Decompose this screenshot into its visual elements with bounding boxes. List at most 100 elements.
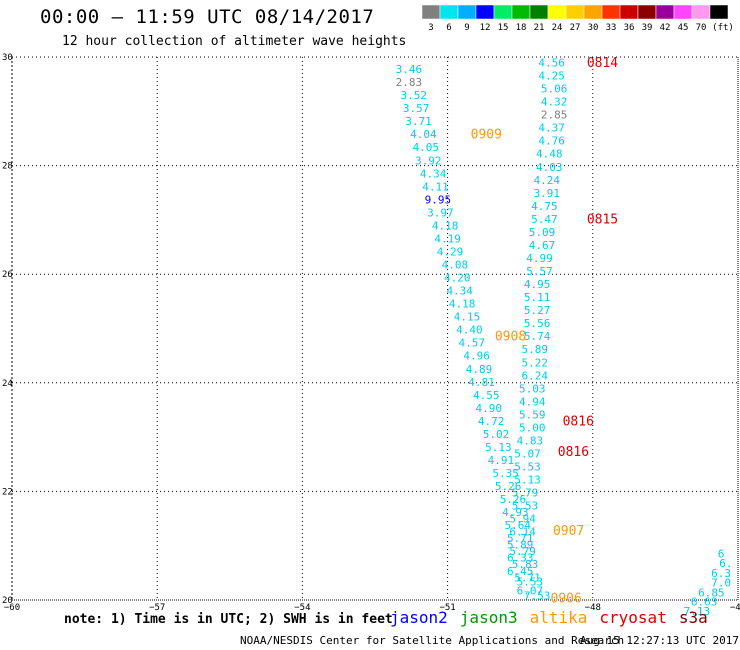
wave-height-label: 4.90 (475, 402, 502, 415)
pass-date-label: 0816 (563, 414, 594, 429)
x-tick-label: −57 (149, 603, 165, 613)
footer-note: note: 1) Time is in UTC; 2) SWH is in fe… (64, 612, 393, 627)
wave-height-label: 4.04 (410, 128, 437, 141)
wave-height-label: 5.22 (521, 356, 548, 369)
pass-date-label: 0816 (558, 445, 589, 460)
legend-altika: altika (529, 608, 588, 627)
y-tick-label: 20 (2, 596, 13, 606)
footer-timestamp: Aug 15 12:27:13 UTC 2017 (580, 634, 739, 647)
colorbar-swatch (709, 4, 729, 20)
wave-height-label: 6.3 (711, 567, 731, 580)
wave-height-label: 4.91 (488, 454, 515, 467)
wave-height-label: 5.71 (507, 532, 534, 545)
wave-height-label: 6.24 (521, 369, 548, 382)
wave-height-label: 4.93 (502, 506, 529, 519)
wave-height-label: 5.79 (509, 545, 536, 558)
colorbar-swatch (673, 4, 693, 20)
wave-height-label: 4.81 (468, 376, 495, 389)
y-tick-label: 28 (2, 162, 13, 172)
wave-height-label: 4.18 (432, 219, 459, 232)
colorbar-swatch (511, 4, 531, 20)
wave-height-label: 5.94 (509, 513, 536, 526)
pass-date-label: 0907 (553, 524, 584, 539)
wave-height-label: 3.52 (400, 89, 427, 102)
wave-height-label: 6.63 (691, 596, 718, 609)
wave-height-label: 5.64 (505, 519, 532, 532)
colorbar-tick-label: 6 (446, 23, 451, 33)
colorbar-tick-label: 12 (480, 23, 491, 33)
wave-height-label: 6 (718, 547, 725, 560)
wave-height-label: 4.32 (541, 96, 568, 109)
wave-height-label: 2.85 (541, 109, 568, 122)
wave-height-label: 5.07 (514, 447, 541, 460)
colorbar-swatch (637, 4, 657, 20)
grid (11, 56, 739, 601)
colorbar-swatch (547, 4, 567, 20)
wave-height-label: 4.25 (538, 70, 565, 83)
wave-height-label: 4.03 (536, 161, 563, 174)
wave-height-label: 3.92 (415, 154, 442, 167)
wave-height-label: 4.11 (422, 180, 449, 193)
wave-height-label: 3.97 (427, 206, 454, 219)
wave-height-label: 5.13 (485, 441, 512, 454)
wave-height-label: 4.57 (459, 337, 486, 350)
colorbar-tick-label: 27 (570, 23, 581, 33)
wave-height-label: 5.74 (524, 330, 551, 343)
wave-height-label: 4.34 (446, 285, 473, 298)
wave-height-label: 4.29 (437, 245, 464, 258)
colorbar-swatch (619, 4, 639, 20)
wave-height-label: 4.20 (444, 272, 471, 285)
wave-height-label: 5.71 (514, 571, 541, 584)
wave-height-label: 4.75 (531, 200, 558, 213)
wave-height-label: 5.00 (519, 421, 546, 434)
chart-title: 00:00 – 11:59 UTC 08/14/2017 (40, 6, 375, 28)
x-tick-label: −51 (439, 603, 455, 613)
wave-height-label: 4.99 (526, 252, 553, 265)
pass-date-label: 0908 (495, 330, 526, 345)
wave-height-label: 5.27 (524, 304, 551, 317)
wave-height-label: 5.03 (519, 382, 546, 395)
x-tick-label: −54 (294, 603, 310, 613)
wave-height-label: 4.19 (434, 232, 461, 245)
wave-height-label: 4.83 (517, 434, 544, 447)
colorbar-tick-label: 9 (464, 23, 469, 33)
colorbar: 3 6 9 12 15 18 21 24 27 30 33 36 39 42 45 70 (ft) (421, 4, 734, 33)
wave-height-label: 4.40 (456, 324, 483, 337)
legend-jason2: jason2 (390, 608, 448, 627)
wave-height-label: 6. (719, 557, 732, 570)
wave-height-label: 5.06 (541, 83, 568, 96)
wave-height-label: 7.0 (711, 577, 731, 590)
wave-height-label: 4.24 (534, 174, 561, 187)
wave-height-label: 4.89 (466, 363, 493, 376)
colorbar-swatch (691, 4, 711, 20)
wave-height-label: 6.45 (507, 565, 534, 578)
wave-height-label: 6.07 (517, 584, 544, 597)
wave-height-label: 2.83 (396, 76, 423, 89)
wave-height-label: 5.53 (514, 461, 541, 474)
wave-height-label: 3.46 (396, 63, 423, 76)
y-tick-label: 30 (2, 53, 13, 63)
colorbar-tick-label: 18 (516, 23, 527, 33)
colorbar-swatch (529, 4, 549, 20)
colorbar-swatch (457, 4, 477, 20)
colorbar-swatch (583, 4, 603, 20)
wave-height-label: 3.91 (534, 187, 561, 200)
pass-date-label: 0909 (471, 128, 502, 143)
wave-height-labels: 3.462.833.523.573.714.044.053.924.344.11… (396, 57, 733, 618)
wave-height-label: 5.56 (524, 317, 551, 330)
wave-height-label: 5.89 (521, 343, 548, 356)
wave-height-label: 5.26 (500, 493, 527, 506)
wave-height-label: 3.57 (403, 102, 430, 115)
legend-s3a: s3a (678, 608, 708, 627)
wave-height-label: 5.79 (512, 487, 539, 500)
wave-height-label: 4.15 (454, 311, 481, 324)
wave-height-label: 4.72 (478, 415, 505, 428)
colorbar-swatch (493, 4, 513, 20)
colorbar-tick-label: 39 (642, 23, 653, 33)
wave-height-label: 5.83 (512, 558, 539, 571)
wave-height-label: 5.47 (531, 213, 558, 226)
y-tick-label: 22 (2, 487, 13, 497)
colorbar-tick-label: (ft) (712, 23, 734, 33)
satellite-legend: jason2 jason3 altika cryosat s3a (390, 608, 720, 627)
wave-height-label: 5.89 (507, 539, 534, 552)
